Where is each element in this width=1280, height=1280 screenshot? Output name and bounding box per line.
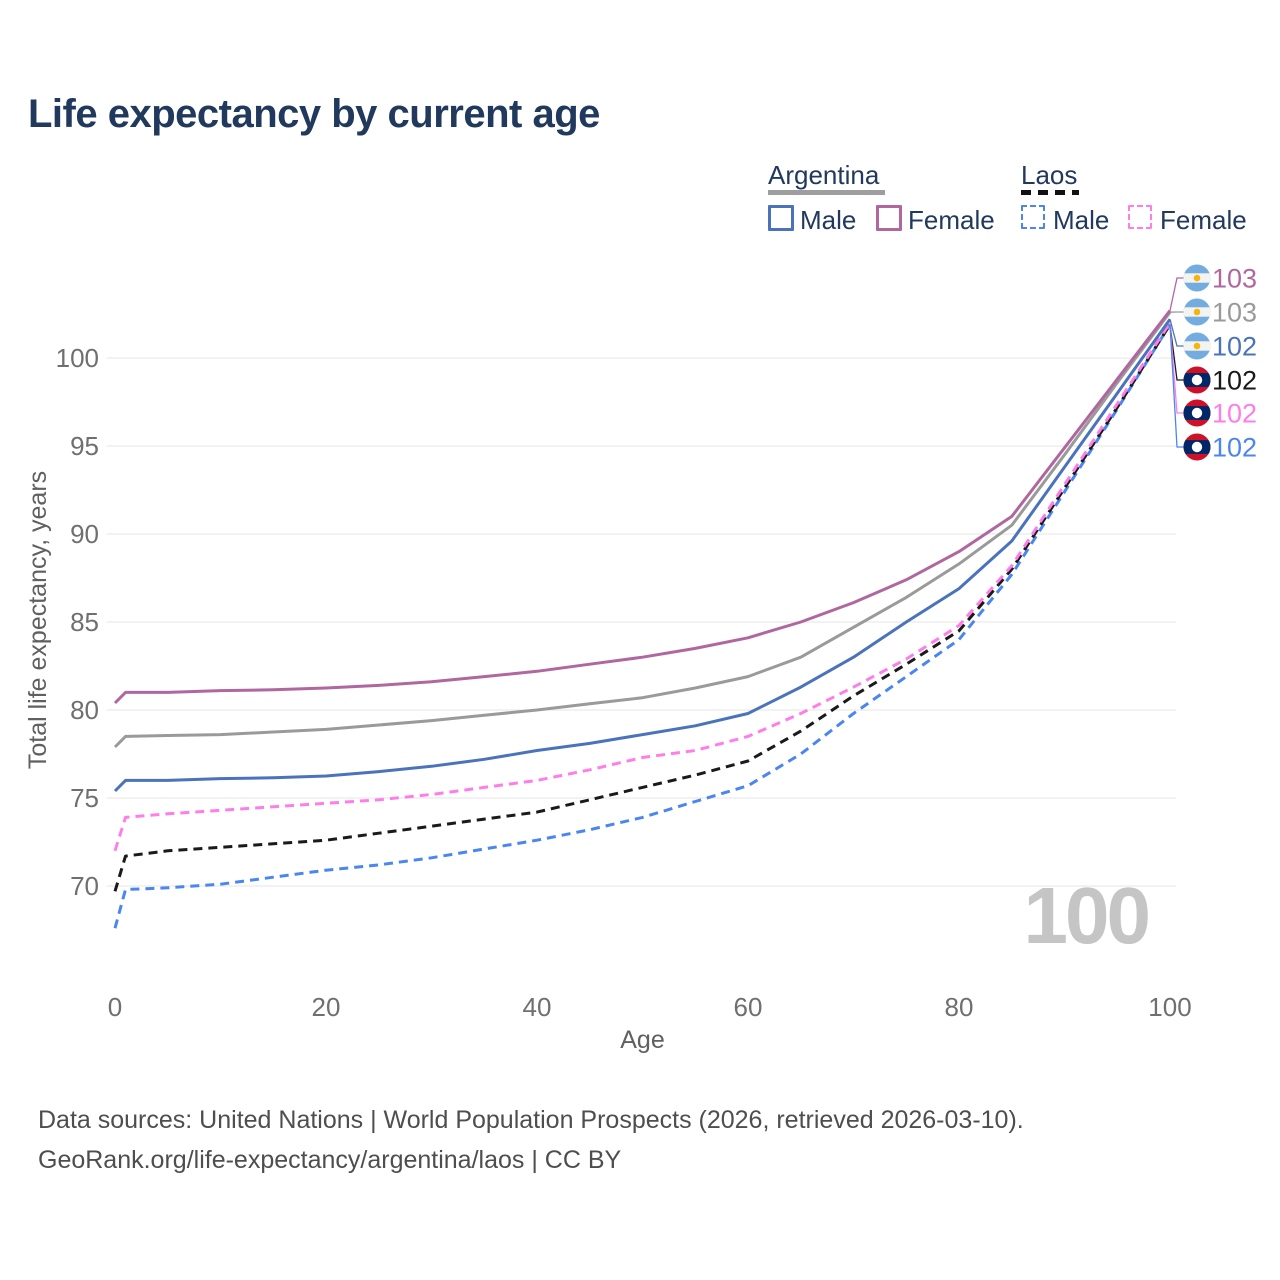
legend-swatch-laos-female[interactable] — [1128, 205, 1152, 229]
y-axis-title: Total life expectancy, years — [24, 471, 52, 769]
y-tick-label: 95 — [70, 431, 99, 461]
argentina-flag-icon — [1183, 264, 1211, 292]
legend-swatch-argentina-female[interactable] — [876, 205, 902, 231]
x-tick-label: 0 — [108, 992, 122, 1022]
line-argentina-female[interactable] — [113, 309, 1172, 705]
legend-underline-laos — [1021, 190, 1079, 195]
watermark-age-counter: 100 — [1024, 871, 1149, 960]
x-tick-label: 80 — [945, 992, 974, 1022]
x-tick-label: 100 — [1148, 992, 1191, 1022]
attribution-link-text[interactable]: GeoRank.org/life-expectancy/argentina/la… — [38, 1146, 622, 1174]
end-label-laos-both-sexes: 102 — [1212, 365, 1257, 395]
end-label-connector — [1169, 324, 1184, 381]
line-laos-female[interactable] — [113, 321, 1172, 852]
laos-flag-icon — [1183, 366, 1211, 394]
legend-label-argentina-female: Female — [908, 205, 995, 235]
end-label-connector — [1169, 322, 1184, 414]
end-label-argentina-female: 103 — [1212, 263, 1257, 293]
data-sources-text: Data sources: United Nations | World Pop… — [38, 1106, 1024, 1134]
end-label-argentina-male: 102 — [1212, 331, 1257, 361]
page-title: Life expectancy by current age — [28, 92, 600, 136]
laos-flag-icon — [1183, 433, 1211, 461]
end-label-connector — [1169, 324, 1184, 448]
legend-group-laos[interactable]: Laos — [1021, 160, 1078, 190]
laos-flag-icon — [1183, 399, 1211, 427]
end-label-connector — [1169, 319, 1184, 347]
x-tick-label: 40 — [523, 992, 552, 1022]
legend-swatch-argentina-male[interactable] — [768, 205, 794, 231]
x-tick-label: 60 — [734, 992, 763, 1022]
argentina-flag-icon — [1183, 298, 1211, 326]
end-label-connector — [1169, 277, 1184, 311]
legend-label-laos-female: Female — [1160, 205, 1247, 235]
y-tick-label: 70 — [70, 871, 99, 901]
line-laos-male[interactable] — [113, 323, 1172, 929]
y-tick-label: 100 — [56, 343, 99, 373]
line-argentina-male[interactable] — [113, 318, 1172, 793]
legend-underline-argentina — [768, 190, 885, 195]
y-tick-label: 80 — [70, 695, 99, 725]
y-tick-label: 75 — [70, 783, 99, 813]
end-label-argentina-both-sexes: 103 — [1212, 297, 1257, 327]
line-argentina-both-sexes[interactable] — [113, 311, 1172, 749]
end-label-laos-male: 102 — [1212, 432, 1257, 462]
legend-swatch-laos-male[interactable] — [1021, 205, 1045, 229]
line-laos-both-sexes[interactable] — [113, 323, 1172, 892]
x-tick-label: 20 — [312, 992, 341, 1022]
argentina-flag-icon — [1183, 332, 1211, 360]
legend-label-argentina-male: Male — [800, 205, 857, 235]
y-tick-label: 90 — [70, 519, 99, 549]
legend-label-laos-male: Male — [1053, 205, 1110, 235]
end-label-laos-female: 102 — [1212, 398, 1257, 428]
y-tick-label: 85 — [70, 607, 99, 637]
x-axis-title: Age — [620, 1026, 664, 1054]
legend-group-argentina[interactable]: Argentina — [768, 160, 880, 190]
